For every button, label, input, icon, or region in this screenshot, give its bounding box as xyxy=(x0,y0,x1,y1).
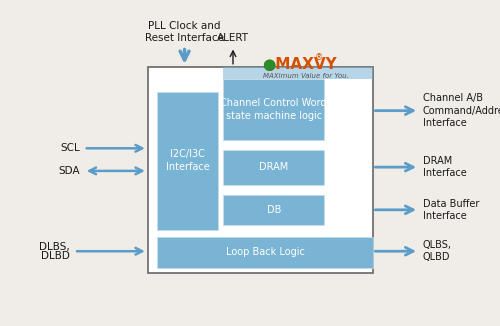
Bar xyxy=(224,67,372,79)
Text: ALERT: ALERT xyxy=(217,33,249,43)
Text: Channel A/B
Command/Address
Interface: Channel A/B Command/Address Interface xyxy=(423,93,500,128)
Text: ●: ● xyxy=(262,57,276,72)
Text: MAXimum Value for You.: MAXimum Value for You. xyxy=(263,72,349,79)
Bar xyxy=(148,67,372,273)
Bar xyxy=(224,150,324,185)
Text: Channel Control Word
state machine logic: Channel Control Word state machine logic xyxy=(220,98,327,121)
Text: DB: DB xyxy=(266,205,281,215)
Text: DRAM
Interface: DRAM Interface xyxy=(423,156,467,178)
Text: ●MAXVY: ●MAXVY xyxy=(262,57,337,72)
Text: ®: ® xyxy=(314,53,322,63)
Bar xyxy=(224,195,324,225)
Bar xyxy=(224,79,324,140)
Text: PLL Clock and
Reset Interface: PLL Clock and Reset Interface xyxy=(145,21,224,43)
Text: Data Buffer
Interface: Data Buffer Interface xyxy=(423,199,479,221)
Text: SDA: SDA xyxy=(58,166,80,176)
Text: DRAM: DRAM xyxy=(259,162,288,172)
Text: I2C/I3C
Interface: I2C/I3C Interface xyxy=(166,149,210,172)
Text: Loop Back Logic: Loop Back Logic xyxy=(226,247,304,258)
Text: DLBS,: DLBS, xyxy=(40,242,70,252)
Text: QLBS,
QLBD: QLBS, QLBD xyxy=(423,240,452,262)
Bar xyxy=(158,237,372,268)
Text: DLBD: DLBD xyxy=(42,251,70,261)
Text: SCL: SCL xyxy=(60,143,80,153)
Bar xyxy=(158,92,218,230)
